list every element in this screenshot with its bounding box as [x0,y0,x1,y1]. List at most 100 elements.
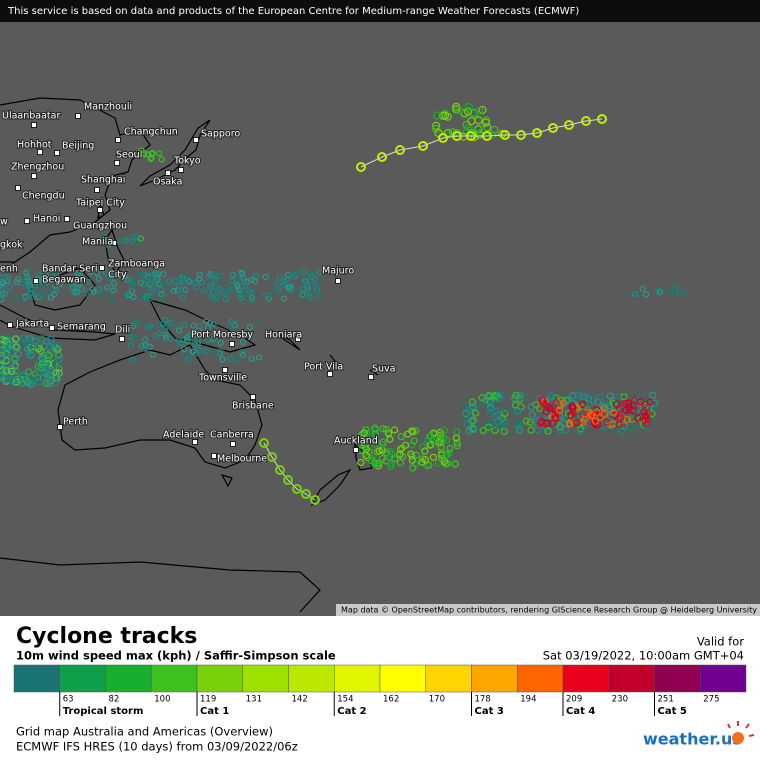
track-point [514,423,523,431]
track-point [649,417,657,425]
track-point [502,405,510,413]
track-point [629,410,637,418]
track-point [495,391,503,399]
track-point [246,323,254,331]
track-point [247,332,254,339]
track-point [71,275,79,282]
city-label: Townsville [198,373,247,384]
track-point [203,347,210,354]
track-point [421,447,429,455]
city-label: Zhengzhou [11,162,64,173]
track-point [185,278,192,285]
track-point [490,125,499,135]
track-point [15,276,22,283]
track-point [147,283,154,291]
track-point [2,367,11,375]
track-point [190,322,197,329]
scale-box [562,664,609,693]
scale-box [105,664,152,693]
track-point [364,454,372,462]
track-point [313,282,320,289]
track-point [42,362,50,370]
city-dot [94,187,100,193]
track-point [142,345,149,353]
track-point [83,290,90,297]
track-point [0,373,5,381]
track-point [40,369,49,377]
track-point [418,141,428,151]
track-point [69,284,76,291]
city-dot [97,207,103,213]
track-point [0,275,5,282]
track-point [267,291,274,298]
scale-box [425,664,472,693]
track-point [51,291,58,298]
track-point [42,377,51,385]
category-label: Cat 4 [566,706,595,717]
city-dot [114,160,120,166]
track-point [156,321,163,329]
track-point [54,341,62,349]
city-label: Guangzhou [73,221,127,232]
track-point [283,475,293,485]
city-label: enh [0,264,18,275]
city-dot [295,336,301,342]
track-point [515,419,523,427]
city-label: Perth [63,417,88,428]
logo[interactable]: weather.us [643,730,742,749]
track-point [622,406,630,414]
track-point [179,277,186,284]
track-point [129,279,136,286]
track-point [621,399,629,407]
track-point [569,408,577,416]
track-point [492,421,500,430]
track-point [572,403,580,411]
track-point [267,452,277,462]
track-point [122,237,129,244]
track-point [360,429,368,437]
track-point [155,150,163,157]
track-point [452,131,462,141]
track-point [432,124,441,134]
track-point [396,445,405,454]
city-label: Zamboanga [108,259,165,270]
track-point [641,412,650,420]
track-point [87,268,94,276]
track-point [222,296,229,303]
track-point [579,400,587,408]
track-point [289,272,297,279]
track-point [433,111,442,120]
city-label: Majuro [322,266,354,277]
track-point [512,391,520,399]
city-dot [99,265,105,271]
valid-time: Sat 03/19/2022, 10:00am GMT+04 [543,649,744,663]
scale-label: 142 [292,695,308,705]
track-point [46,342,54,351]
track-point [170,287,178,295]
track-point [37,363,45,372]
track-point [223,290,230,297]
track-point [588,394,596,402]
city-dot [229,341,235,347]
city-dot [75,113,81,119]
track-point [475,106,484,115]
scale-label: 251 [658,695,674,705]
track-point [421,456,429,464]
track-point [453,427,461,436]
track-point [587,412,595,420]
track-point [228,318,235,325]
map-background [0,0,760,616]
city-label: Port Moresby [191,330,253,341]
track-point [502,420,510,428]
track-point [51,359,60,368]
track-point [536,404,544,413]
track-point [667,287,674,294]
track-point [441,111,450,120]
track-point [36,272,43,279]
city-dot [31,173,37,179]
city-dot [64,216,70,222]
track-point [18,338,26,346]
scale-label: 275 [703,695,719,705]
track-point [5,375,13,383]
track-point [137,279,144,286]
